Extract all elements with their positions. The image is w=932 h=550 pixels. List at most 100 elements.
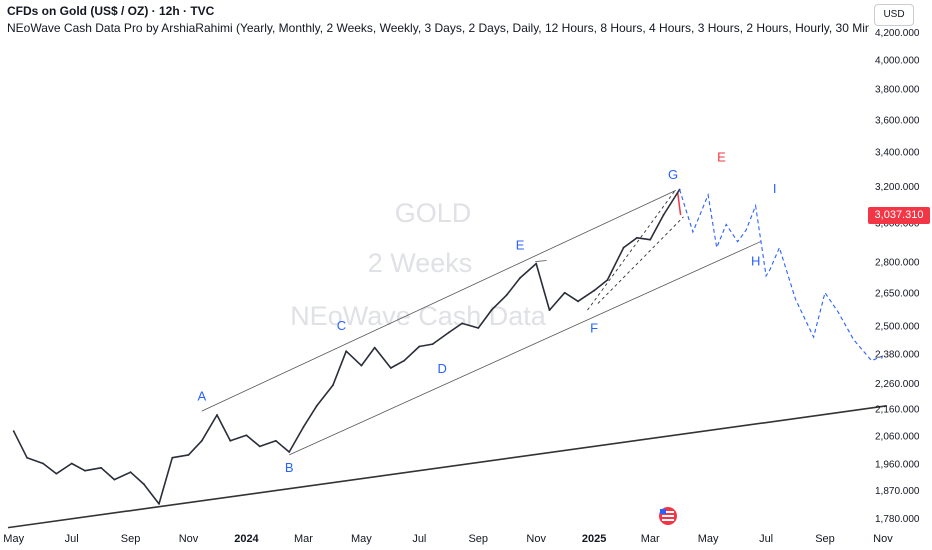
- price-point: [187, 453, 190, 456]
- price-point: [418, 345, 421, 348]
- y-tick-label: 3,600.000: [875, 115, 920, 126]
- trend-channels: [7, 189, 887, 529]
- x-tick-label: May: [3, 533, 24, 545]
- y-tick-label: 3,200.000: [875, 182, 920, 193]
- price-point: [563, 291, 566, 294]
- price-point: [403, 359, 406, 362]
- price-point: [26, 456, 28, 459]
- price-point: [360, 364, 363, 367]
- y-tick-label: 4,200.000: [875, 28, 920, 39]
- price-point: [229, 439, 232, 442]
- price-point: [113, 478, 116, 481]
- price-point: [275, 439, 277, 442]
- price-point: [142, 483, 145, 485]
- watermark-symbol: GOLD: [395, 198, 472, 228]
- wave-labels: A B C D E F G H I E: [197, 150, 776, 475]
- price-point: [548, 309, 551, 311]
- x-tick-label: Jul: [65, 533, 79, 545]
- price-point: [636, 236, 638, 239]
- y-tick-label: 2,500.000: [875, 322, 920, 333]
- watermark-interval: 2 Weeks: [368, 248, 473, 278]
- x-tick-label: Sep: [121, 533, 141, 545]
- price-point: [158, 502, 160, 505]
- x-tick-label: May: [351, 533, 372, 545]
- watermark-source: NEoWave Cash Data: [290, 301, 547, 331]
- wave-label: I: [773, 181, 777, 196]
- price-point: [245, 434, 248, 437]
- projection-series: [679, 189, 884, 362]
- price-point: [100, 466, 102, 469]
- price-point: [622, 246, 625, 249]
- x-tick-label: Nov: [526, 533, 546, 545]
- y-tick-label: 3,400.000: [875, 148, 920, 159]
- price-point: [519, 277, 521, 279]
- channel-mid-line: [535, 260, 547, 262]
- price-point: [171, 456, 174, 459]
- wave-label: D: [437, 361, 446, 376]
- y-tick-label: 2,160.000: [875, 404, 920, 415]
- price-point: [490, 309, 493, 311]
- indicator-label[interactable]: NEoWave Cash Data Pro by ArshiaRahimi (Y…: [7, 21, 869, 35]
- price-point: [315, 404, 318, 407]
- y-tick-label: 3,800.000: [875, 85, 920, 96]
- x-tick-label: Sep: [815, 533, 835, 545]
- price-point: [129, 471, 132, 474]
- price-point: [447, 331, 450, 334]
- last-bar-marker: [677, 192, 682, 216]
- x-tick-label: Sep: [468, 533, 488, 545]
- y-tick-label: 1,960.000: [875, 459, 920, 470]
- x-tick-label: May: [698, 533, 719, 545]
- price-point: [649, 238, 652, 241]
- x-tick-label: Mar: [641, 533, 660, 545]
- price-point: [302, 426, 305, 429]
- y-tick-label: 1,870.000: [875, 486, 920, 497]
- projection-line: [679, 189, 884, 362]
- price-point: [55, 472, 58, 475]
- x-tick-label: Mar: [294, 533, 313, 545]
- price-point: [431, 343, 434, 346]
- x-tick-label: 2025: [582, 533, 606, 545]
- price-point: [461, 322, 463, 325]
- price-point: [505, 293, 508, 296]
- price-point: [373, 346, 376, 349]
- y-tick-label: 1,780.000: [875, 514, 920, 525]
- price-point: [593, 289, 596, 292]
- wave-label: B: [285, 460, 294, 475]
- price-series: [12, 188, 681, 505]
- x-tick-label: 2024: [234, 533, 259, 545]
- flag-icon[interactable]: [659, 507, 677, 525]
- price-axis[interactable]: 4,200.000 4,000.000 3,800.000 3,600.000 3,40…: [875, 28, 920, 525]
- price-point: [577, 300, 579, 303]
- wave-label: E: [717, 150, 726, 165]
- channel-upper-line: [201, 190, 677, 412]
- watermark: GOLD 2 Weeks NEoWave Cash Data: [290, 198, 547, 331]
- x-tick-label: Jul: [412, 533, 426, 545]
- wave-label: A: [197, 389, 206, 404]
- price-point: [606, 279, 609, 281]
- y-tick-label: 2,260.000: [875, 379, 920, 390]
- y-tick-label: 2,060.000: [875, 431, 920, 442]
- price-point: [200, 439, 203, 442]
- price-line: [12, 189, 681, 505]
- chart-title: CFDs on Gold (US$ / OZ) · 12h · TVC: [7, 4, 215, 18]
- price-point: [42, 462, 45, 465]
- long-term-trendline: [7, 405, 887, 529]
- wave-label: C: [337, 318, 346, 333]
- wedge-upper-line: [587, 189, 677, 311]
- price-point: [288, 451, 291, 453]
- y-tick-label: 2,650.000: [875, 289, 920, 300]
- price-point: [345, 350, 348, 353]
- x-tick-label: Nov: [873, 533, 893, 545]
- price-point: [662, 214, 665, 216]
- price-point: [477, 327, 480, 329]
- price-point: [84, 469, 86, 472]
- currency-button[interactable]: USD: [874, 4, 914, 26]
- price-point: [12, 430, 15, 433]
- y-tick-label: 4,000.000: [875, 56, 920, 67]
- price-point: [332, 384, 334, 387]
- wave-label: F: [590, 321, 598, 336]
- price-point: [535, 262, 538, 265]
- price-point: [258, 445, 261, 448]
- time-axis[interactable]: May Jul Sep Nov 2024 Mar May Jul Sep Nov 2025 Mar Ma…: [3, 533, 893, 545]
